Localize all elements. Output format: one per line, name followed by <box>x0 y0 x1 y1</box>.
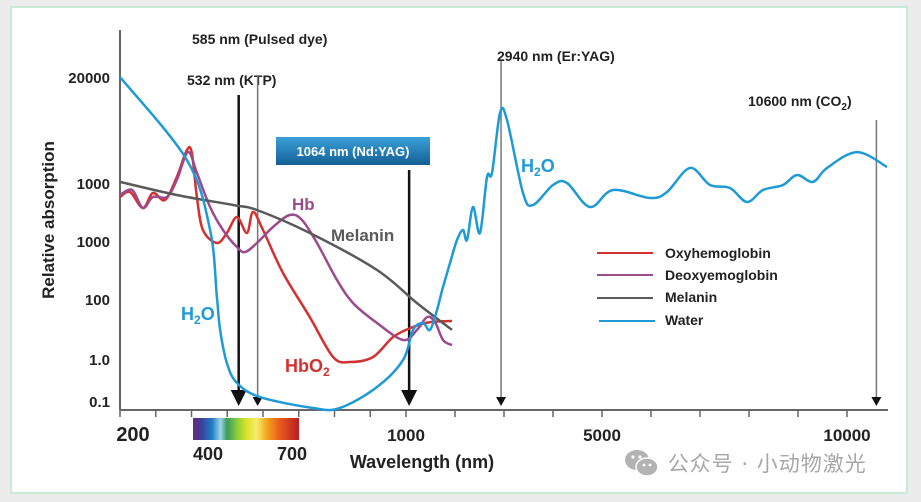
series-line-melanin <box>119 180 453 331</box>
annotation-hb: Hb <box>292 195 315 214</box>
laser-label: 532 nm (KTP) <box>187 72 276 88</box>
watermark: 公众号 · 小动物激光 <box>624 448 867 478</box>
annotation-hbo2: HbO2 <box>285 356 330 379</box>
arrowhead-icon <box>401 390 418 406</box>
legend-item-melanin: Melanin <box>597 289 717 305</box>
y-axis-title: Relative absorption <box>39 141 58 299</box>
label-highlight-box <box>276 137 430 165</box>
x-axis-title: Wavelength (nm) <box>350 452 494 472</box>
svg-text:Melanin: Melanin <box>665 289 717 305</box>
legend: Oxyhemoglobin Deoxyemoglobin Melanin Wat… <box>597 245 778 328</box>
laser-lines: 532 nm (KTP) 585 nm (Pulsed dye) 1064 nm (… <box>187 31 882 406</box>
y-tick-label: 1.0 <box>89 352 110 369</box>
arrowhead-icon <box>252 397 263 406</box>
legend-item-deoxyemoglobin: Deoxyemoglobin <box>597 267 778 283</box>
wechat-icon <box>625 450 659 477</box>
x-tick-label: 1000 <box>387 426 425 445</box>
x-tick-label: 5000 <box>583 426 621 445</box>
laser-line-532: 532 nm (KTP) <box>187 72 276 406</box>
arrowhead-icon <box>871 397 882 406</box>
legend-item-oxyhemoglobin: Oxyhemoglobin <box>597 245 771 261</box>
svg-text:Oxyhemoglobin: Oxyhemoglobin <box>665 245 771 261</box>
svg-text:Deoxyemoglobin: Deoxyemoglobin <box>665 267 778 283</box>
laser-label: 10600 nm (CO2) <box>748 93 852 113</box>
figure-frame <box>10 6 908 494</box>
legend-item-water: Water <box>599 312 704 328</box>
laser-line-2940: 2940 nm (Er:YAG) <box>496 48 615 406</box>
axes: 200 1000 5000 10000 0.1 1.0 100 1000 1000 20000 <box>68 30 888 446</box>
y-tick-label: 1000 <box>77 176 110 193</box>
y-tick-label: 1000 <box>77 234 110 251</box>
watermark-text: 公众号 · 小动物激光 <box>667 452 867 476</box>
series-line-oxyhemoglobin <box>119 145 453 364</box>
laser-line-585: 585 nm (Pulsed dye) <box>192 31 327 406</box>
annotation-h2o-right: H2O <box>521 156 555 179</box>
spectrum-max-label: 700 <box>277 444 307 464</box>
y-tick-label: 100 <box>85 292 110 309</box>
laser-line-10600: 10600 nm (CO2) <box>748 93 882 406</box>
svg-text:Water: Water <box>665 312 704 328</box>
y-tick-label: 0.1 <box>89 394 110 411</box>
x-tick-label: 10000 <box>823 426 870 445</box>
visible-spectrum-bar <box>193 418 299 440</box>
annotation-melanin: Melanin <box>331 226 394 245</box>
laser-label: 585 nm (Pulsed dye) <box>192 31 327 47</box>
laser-label: 1064 nm (Nd:YAG) <box>297 144 410 159</box>
series-line-deoxyemoglobin <box>119 150 453 347</box>
arrowhead-icon <box>230 390 247 406</box>
series-line-water <box>119 76 888 412</box>
y-tick-label: 20000 <box>68 70 110 87</box>
laser-label: 2940 nm (Er:YAG) <box>497 48 615 64</box>
spectrum-min-label: 400 <box>193 444 223 464</box>
laser-line-1064: 1064 nm (Nd:YAG) <box>276 137 430 406</box>
curves <box>119 76 888 412</box>
x-tick-label: 200 <box>116 424 149 446</box>
arrowhead-icon <box>496 397 507 406</box>
annotation-h2o-left: H2O <box>181 304 215 327</box>
